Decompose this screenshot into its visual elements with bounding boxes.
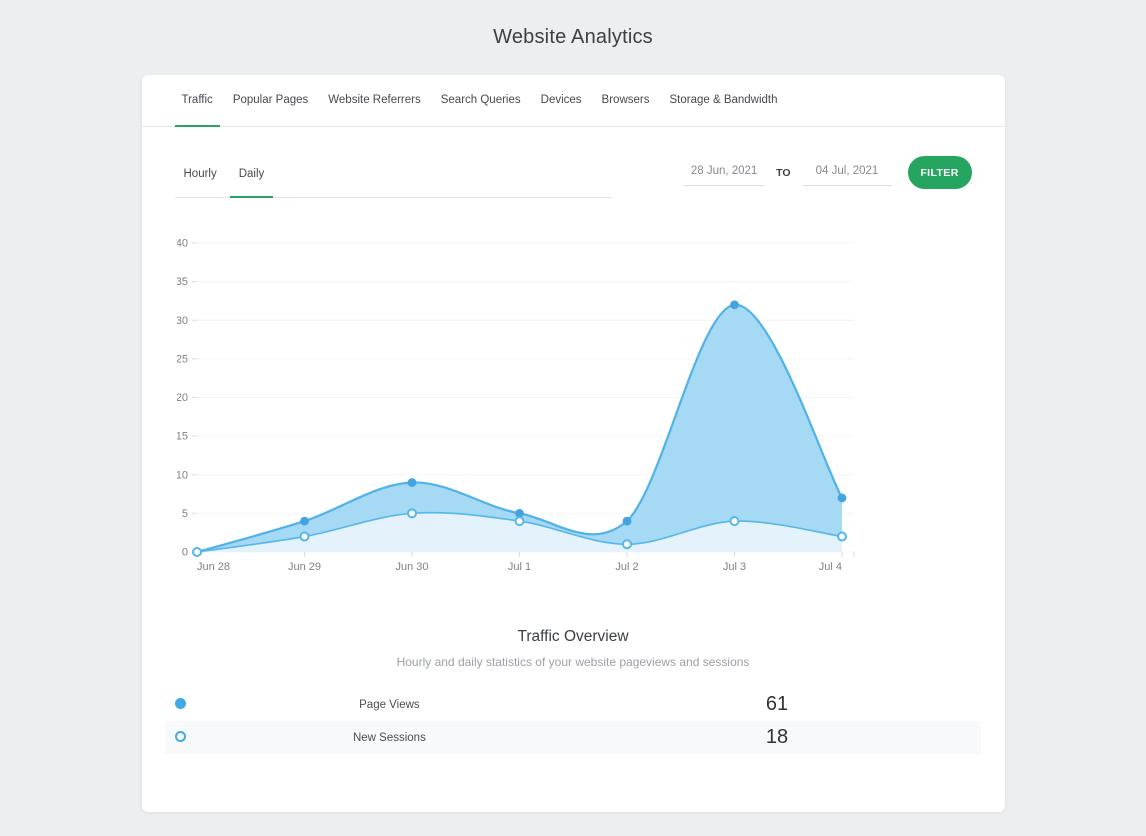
tab-website-referrers[interactable]: Website Referrers xyxy=(328,94,421,106)
svg-text:Jul 1: Jul 1 xyxy=(507,561,530,573)
main-tab-bar: Traffic Popular Pages Website Referrers … xyxy=(141,75,1005,127)
traffic-area-chart: 0 5 10 15 20 25 30 35 40 Jun 28 Jun 29 Jun 30 Jul 1 J… xyxy=(177,235,1005,580)
hollow-dot-icon xyxy=(175,730,186,742)
series-value-page-views: 61 xyxy=(765,693,789,715)
svg-text:0: 0 xyxy=(181,547,187,559)
date-from-input[interactable] xyxy=(684,159,765,186)
date-filter: TO FILTER xyxy=(684,156,972,189)
table-row-page-views[interactable]: Page Views 61 xyxy=(165,688,981,721)
svg-text:5: 5 xyxy=(181,508,187,520)
svg-text:Jul 3: Jul 3 xyxy=(722,561,745,573)
svg-text:35: 35 xyxy=(177,276,188,288)
page-title: Website Analytics xyxy=(493,26,653,48)
controls-row: Hourly Daily TO FILTER xyxy=(142,154,1005,198)
filter-button[interactable]: FILTER xyxy=(907,156,972,189)
svg-text:10: 10 xyxy=(177,469,188,481)
subtab-hourly[interactable]: Hourly xyxy=(183,168,217,180)
table-row-new-sessions[interactable]: New Sessions 18 xyxy=(165,721,981,754)
chart-subtitle: Hourly and daily statistics of your webs… xyxy=(396,655,750,669)
tab-search-queries[interactable]: Search Queries xyxy=(440,94,521,106)
analytics-card: Traffic Popular Pages Website Referrers … xyxy=(141,75,1005,812)
svg-text:40: 40 xyxy=(177,238,188,250)
subtab-daily[interactable]: Daily xyxy=(229,154,274,198)
interval-sub-tabs: Hourly Daily xyxy=(174,154,612,198)
svg-text:15: 15 xyxy=(177,431,188,443)
series-label-page-views: Page Views xyxy=(359,698,420,711)
date-range-to-label: TO xyxy=(776,166,791,179)
filled-dot-icon xyxy=(175,697,186,709)
summary-table: Page Views 61 New Sessions 18 xyxy=(165,688,981,754)
date-to-input[interactable] xyxy=(802,159,892,186)
svg-text:Jul 2: Jul 2 xyxy=(615,561,638,573)
series-value-new-sessions: 18 xyxy=(765,726,789,748)
chart-title: Traffic Overview xyxy=(517,628,629,645)
svg-text:Jun 30: Jun 30 xyxy=(395,561,428,573)
chart-canvas: 0 5 10 15 20 25 30 35 40 Jun 28 Jun 29 Jun 30 Jul 1 J… xyxy=(177,238,854,573)
tab-storage-bandwidth[interactable]: Storage & Bandwidth xyxy=(669,94,778,106)
svg-text:Jun 29: Jun 29 xyxy=(287,561,320,573)
svg-text:Jun 28: Jun 28 xyxy=(197,561,230,573)
tab-browsers[interactable]: Browsers xyxy=(601,94,650,106)
svg-text:25: 25 xyxy=(177,353,188,365)
tab-traffic[interactable]: Traffic xyxy=(174,75,220,127)
tab-popular-pages[interactable]: Popular Pages xyxy=(232,94,309,106)
tab-devices[interactable]: Devices xyxy=(540,94,582,106)
svg-text:Jul 4: Jul 4 xyxy=(818,561,841,573)
svg-text:30: 30 xyxy=(177,315,188,327)
page: Website Analytics Traffic Popular Pages … xyxy=(141,26,1005,812)
series-label-new-sessions: New Sessions xyxy=(352,731,426,744)
svg-text:20: 20 xyxy=(177,392,188,404)
